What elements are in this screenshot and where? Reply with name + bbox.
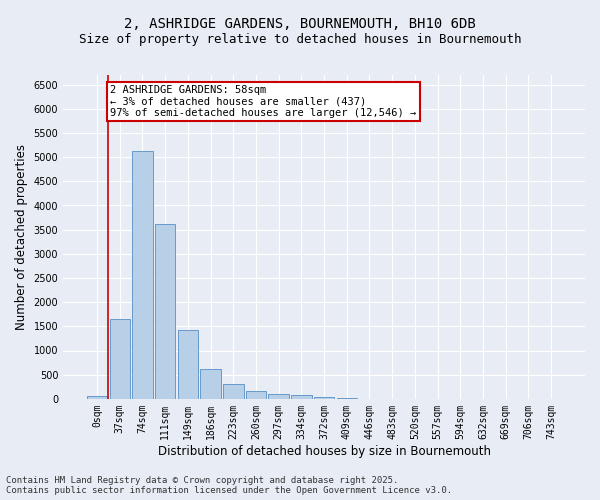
Y-axis label: Number of detached properties: Number of detached properties <box>15 144 28 330</box>
X-axis label: Distribution of detached houses by size in Bournemouth: Distribution of detached houses by size … <box>158 444 491 458</box>
Bar <box>268 394 289 399</box>
Bar <box>110 319 130 399</box>
Bar <box>87 396 107 399</box>
Text: Contains HM Land Registry data © Crown copyright and database right 2025.
Contai: Contains HM Land Registry data © Crown c… <box>6 476 452 495</box>
Text: Size of property relative to detached houses in Bournemouth: Size of property relative to detached ho… <box>79 32 521 46</box>
Bar <box>178 330 198 399</box>
Bar <box>291 395 311 399</box>
Bar <box>223 384 244 399</box>
Text: 2 ASHRIDGE GARDENS: 58sqm
← 3% of detached houses are smaller (437)
97% of semi-: 2 ASHRIDGE GARDENS: 58sqm ← 3% of detach… <box>110 84 416 118</box>
Bar <box>246 391 266 399</box>
Bar <box>132 152 153 399</box>
Bar <box>200 370 221 399</box>
Bar <box>314 397 334 399</box>
Text: 2, ASHRIDGE GARDENS, BOURNEMOUTH, BH10 6DB: 2, ASHRIDGE GARDENS, BOURNEMOUTH, BH10 6… <box>124 18 476 32</box>
Bar <box>155 224 175 399</box>
